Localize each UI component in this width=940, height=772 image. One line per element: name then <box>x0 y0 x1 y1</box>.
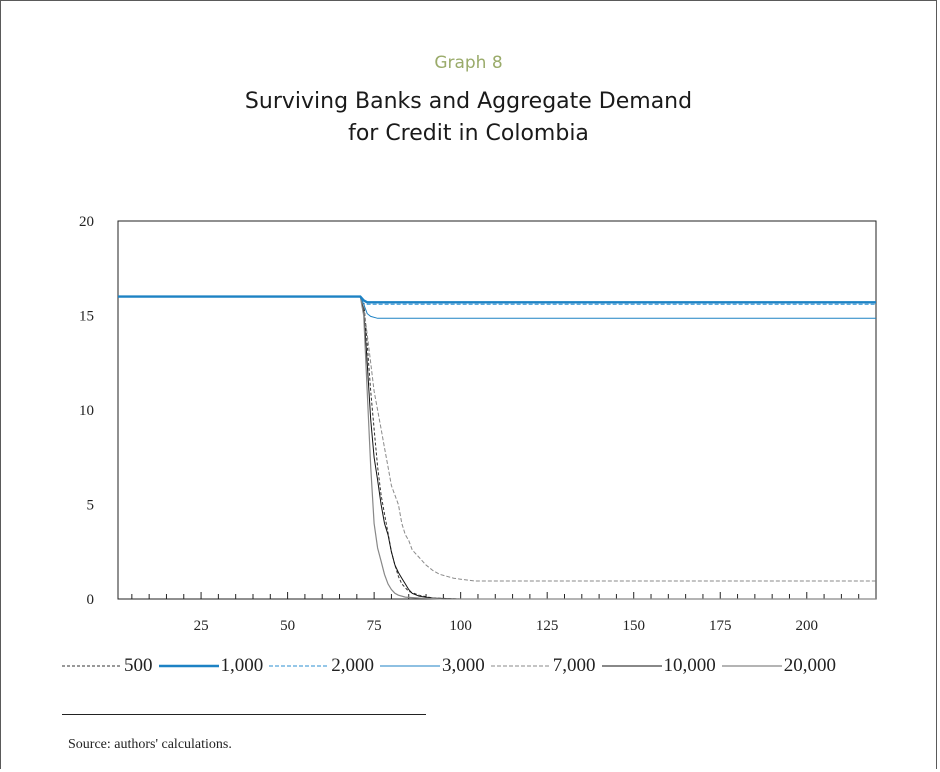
legend-item: 10,000 <box>601 655 716 677</box>
legend-label: 500 <box>124 655 153 676</box>
legend-swatch <box>269 665 330 667</box>
legend-label: 3,000 <box>442 655 485 676</box>
legend-swatch <box>490 665 551 667</box>
legend-item: 500 <box>62 655 153 677</box>
legend-label: 7,000 <box>552 655 596 676</box>
legend-swatch <box>721 665 782 667</box>
y-tick-label: 0 <box>87 592 95 608</box>
y-tick-label: 5 <box>87 498 95 514</box>
legend-label: 1,000 <box>220 655 264 676</box>
x-tick-label: 75 <box>367 618 382 634</box>
x-tick-label: 125 <box>536 618 559 634</box>
source-note: Source: authors' calculations. <box>68 737 232 752</box>
y-tick-label: 20 <box>79 214 94 230</box>
x-tick-label: 200 <box>796 618 819 634</box>
series-line-7000 <box>118 296 876 582</box>
x-tick-label: 150 <box>622 618 645 634</box>
plot-area <box>117 220 877 600</box>
chart-legend: 500 1,000 2,000 3,000 7,000 10,000 20,000 <box>62 652 882 680</box>
source-divider <box>62 714 426 715</box>
legend-label: 20,000 <box>783 655 836 676</box>
chart-title: Surviving Banks and Aggregate Demand for… <box>0 86 937 150</box>
legend-swatch <box>62 665 122 667</box>
y-tick-label: 10 <box>79 403 94 419</box>
series-line-10000 <box>118 296 876 600</box>
axis-ticks: 0 5 10 15 20 25 50 75 100 125 150 175 200 <box>79 214 860 634</box>
chart-title-line-2: for Credit in Colombia <box>348 121 589 146</box>
legend-swatch <box>158 664 219 668</box>
legend-item: 2,000 <box>269 655 374 677</box>
series-line-1000 <box>118 295 876 304</box>
chart-title-line-1: Surviving Banks and Aggregate Demand <box>244 89 693 114</box>
graph-number: Graph 8 <box>434 53 503 73</box>
legend-item: 20,000 <box>721 655 836 677</box>
series-lines <box>118 295 876 600</box>
series-line-20000 <box>118 296 876 600</box>
x-tick-label: 100 <box>449 618 472 634</box>
legend-item: 3,000 <box>380 655 485 677</box>
series-line-3000 <box>118 296 876 319</box>
y-tick-label: 15 <box>79 309 94 325</box>
x-tick-label: 50 <box>280 618 295 634</box>
line-chart: 0 5 10 15 20 25 50 75 100 125 150 175 200 <box>79 214 877 634</box>
legend-swatch <box>380 665 440 667</box>
series-line-500 <box>118 296 876 600</box>
legend-label: 2,000 <box>331 655 374 676</box>
x-tick-label: 175 <box>709 618 732 634</box>
x-tick-label: 25 <box>194 618 209 634</box>
legend-item: 1,000 <box>158 655 264 677</box>
legend-item: 7,000 <box>490 655 596 677</box>
legend-swatch <box>601 665 662 667</box>
legend-label: 10,000 <box>663 655 716 676</box>
